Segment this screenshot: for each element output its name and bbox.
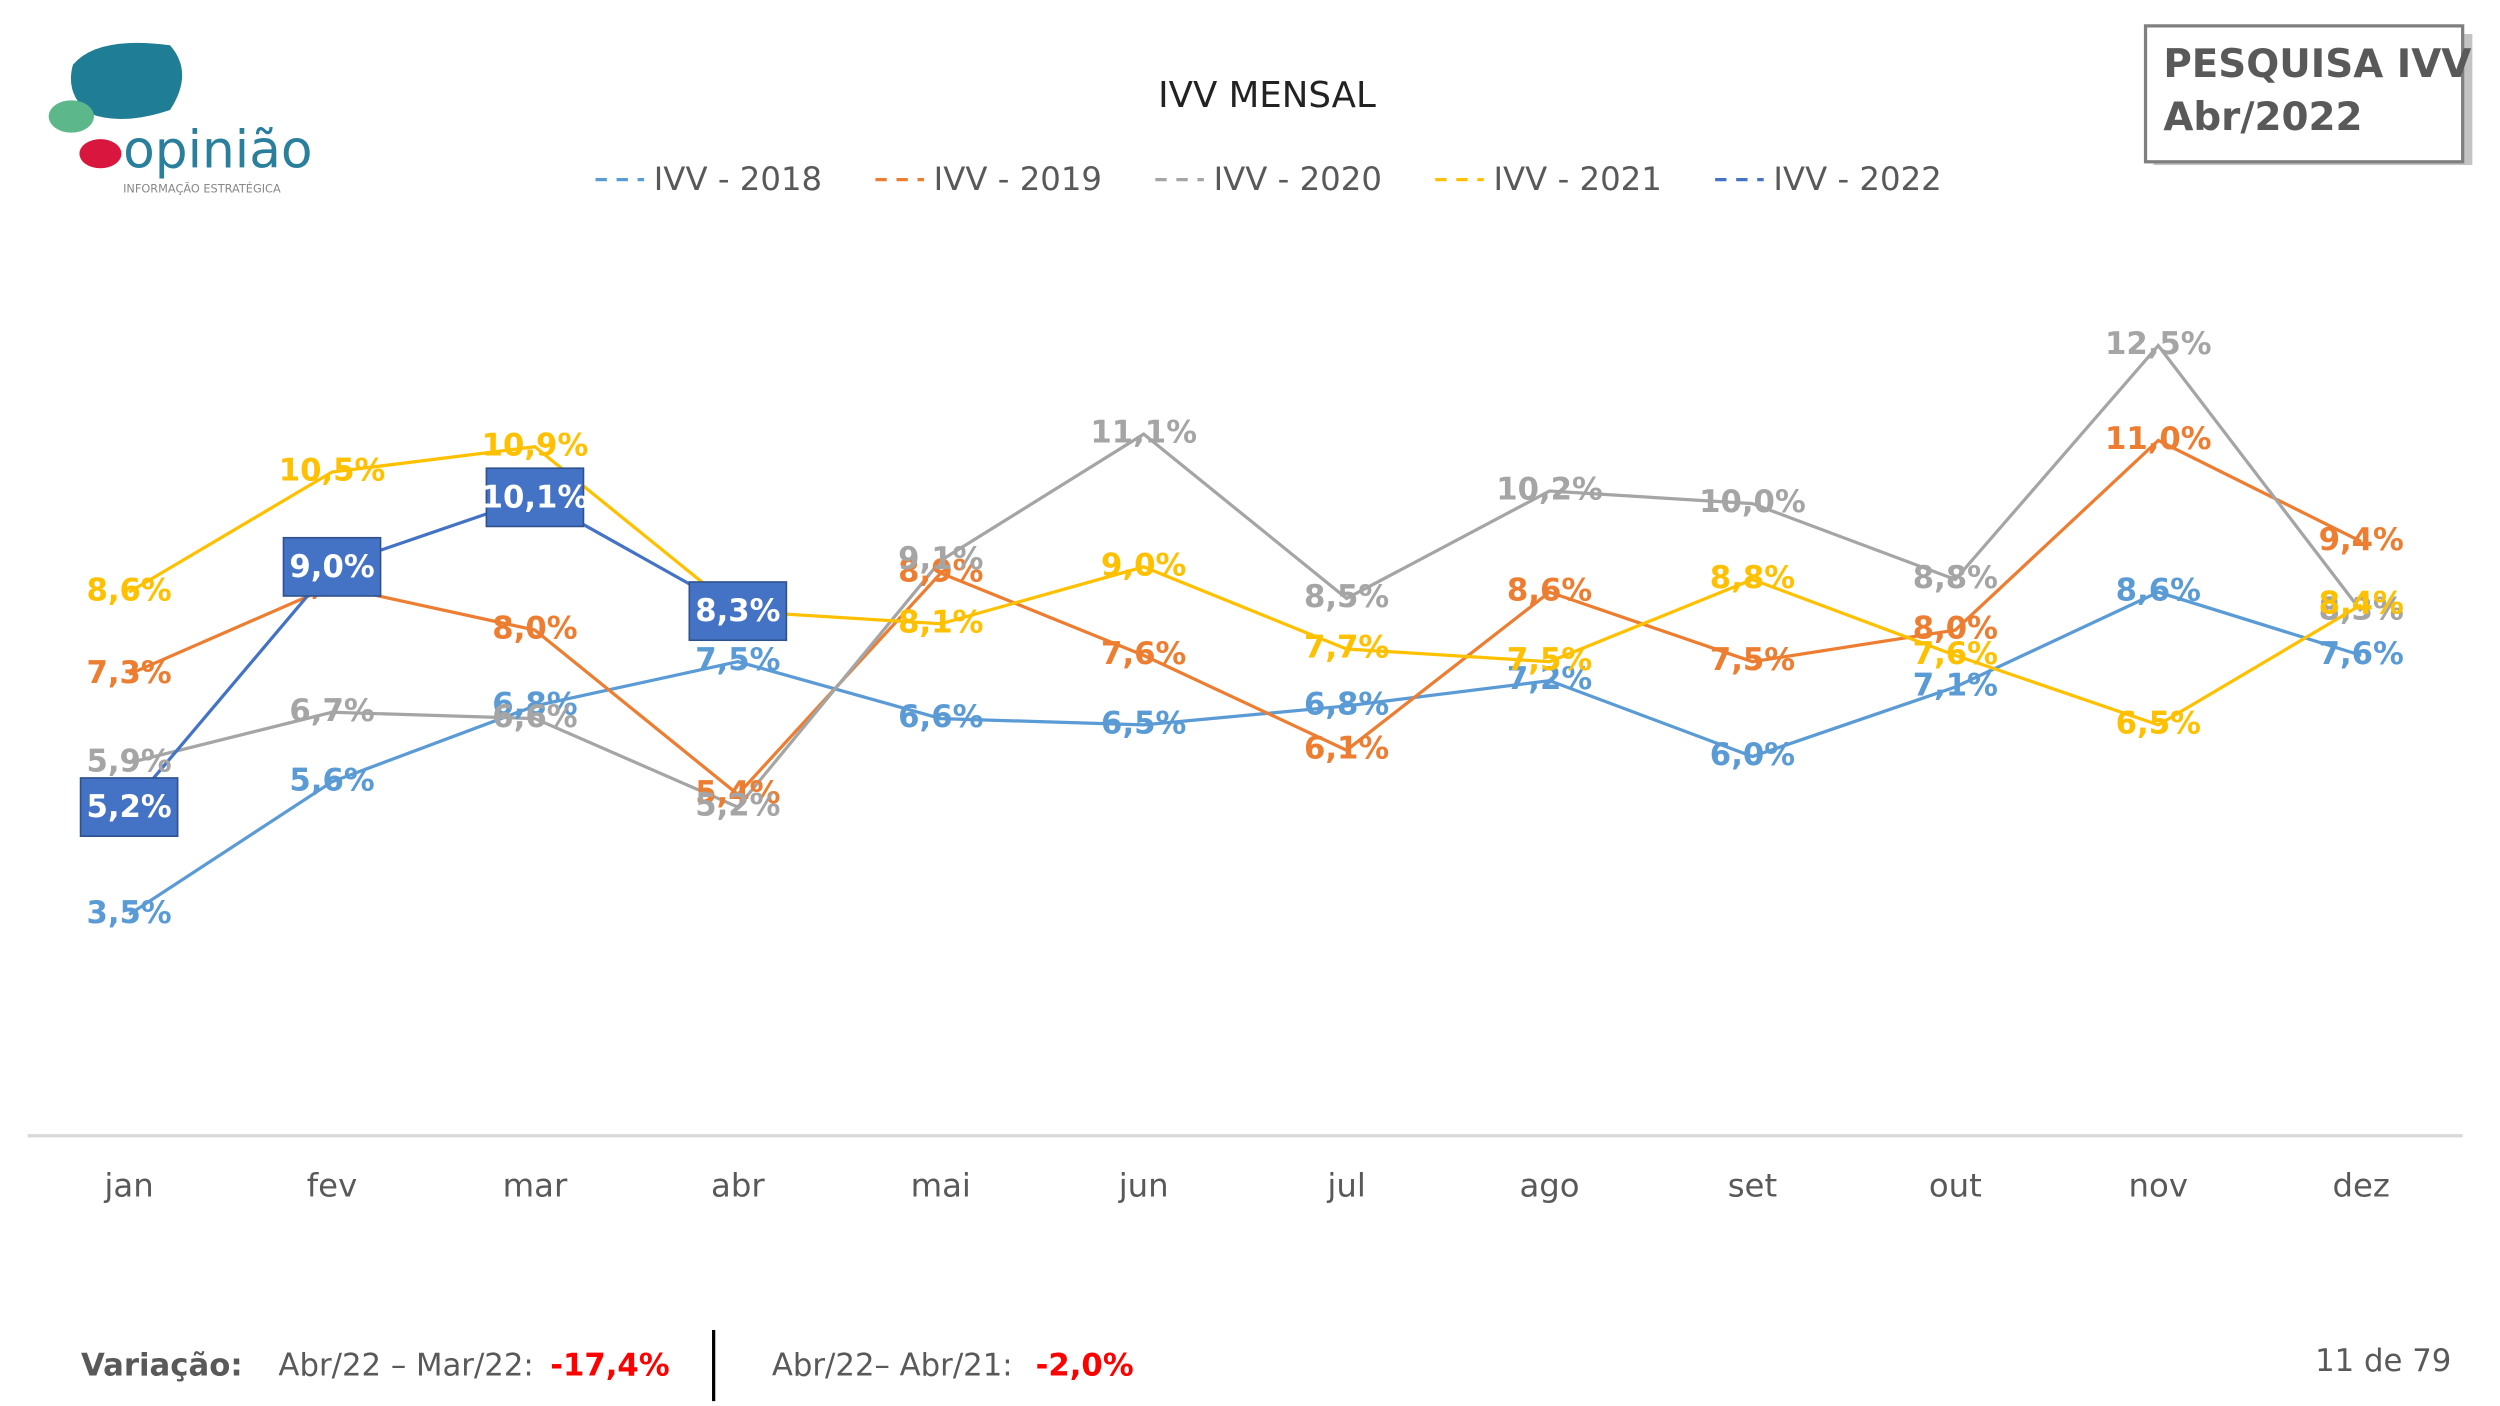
value-label: 7,2% [1507, 661, 1592, 697]
value-label: 8,3% [2319, 592, 2404, 628]
value-label: 6,8% [492, 686, 577, 722]
legend-label: IVV - 2018 [654, 160, 822, 198]
series-line [128, 438, 2362, 797]
value-label: 6,6% [898, 699, 983, 735]
value-label: 7,6% [1913, 636, 1998, 672]
legend-label: IVV - 2022 [1773, 160, 1941, 198]
value-label: 8,0% [492, 611, 577, 647]
value-label: 8,9% [898, 554, 983, 590]
value-label: 5,6% [289, 762, 374, 798]
badge-line: PESQUISA IVV [2163, 42, 2471, 87]
legend-label: IVV - 2019 [934, 160, 1102, 198]
x-tick-label: jan [103, 1167, 153, 1205]
value-label: 10,2% [1496, 472, 1603, 508]
value-label: 6,6% [492, 699, 577, 735]
value-label: 7,5% [695, 642, 780, 678]
value-label: 7,5% [1507, 642, 1592, 678]
logo: opinião INFORMAÇÃO ESTRATÉGICA [48, 42, 313, 195]
value-label: 5,9% [86, 743, 171, 779]
value-label: 10,0% [1699, 484, 1806, 520]
value-label: 10,5% [279, 453, 386, 489]
value-label: 7,1% [1913, 667, 1998, 703]
value-label: 3,5% [86, 895, 171, 931]
value-label: 7,6% [2319, 636, 2404, 672]
legend-label: IVV - 2021 [1494, 160, 1662, 198]
value-label: 9,0% [289, 549, 374, 585]
value-label: 8,3% [695, 593, 780, 629]
series-line [128, 343, 2363, 810]
x-tick-label: mai [911, 1167, 971, 1205]
value-label: 11,1% [1090, 415, 1197, 451]
value-label: 6,7% [289, 693, 374, 729]
value-label: 8,8% [1710, 560, 1795, 596]
value-label: 6,8% [1304, 686, 1389, 722]
x-tick-label: set [1728, 1167, 1777, 1205]
value-label-box [485, 467, 585, 528]
value-label: 6,5% [1101, 705, 1186, 741]
value-label: 8,4% [2319, 585, 2404, 621]
value-label: 8,6% [2116, 573, 2201, 609]
value-label: 10,1% [482, 479, 589, 515]
value-label-box [79, 777, 179, 838]
x-tick-label: mar [503, 1167, 568, 1205]
value-label: 6,0% [1710, 737, 1795, 773]
x-tick-label: out [1929, 1167, 1982, 1205]
x-tick-label: nov [2129, 1167, 2188, 1205]
x-tick-label: dez [2332, 1167, 2389, 1205]
value-label: 10,9% [482, 427, 589, 463]
value-label: 7,3% [86, 655, 171, 691]
value-label: 12,5% [2105, 326, 2212, 362]
logo-tagline: INFORMAÇÃO ESTRATÉGICA [123, 181, 281, 195]
value-label: 8,6% [1507, 573, 1592, 609]
footer-value: -17,4% [550, 1348, 669, 1384]
value-label-box [282, 536, 382, 597]
series-line [128, 445, 2363, 727]
value-label: 6,1% [1304, 731, 1389, 767]
value-label: 8,0% [1913, 611, 1998, 647]
value-label: 8,8% [1913, 560, 1998, 596]
legend-label: IVV - 2020 [1214, 160, 1382, 198]
x-tick-label: jul [1326, 1167, 1365, 1205]
value-label: 7,5% [1710, 642, 1795, 678]
value-label: 8,1% [898, 604, 983, 640]
value-label: 9,0% [1101, 547, 1186, 583]
badge: PESQUISA IVV Abr/2022 [2143, 24, 2473, 166]
x-tick-label: ago [1519, 1167, 1579, 1205]
value-label: 5,2% [695, 788, 780, 824]
chart-title: IVV MENSAL [1158, 75, 1376, 116]
value-label: 5,4% [695, 775, 780, 811]
footer-item: Abr/22 – Mar/22: [278, 1348, 533, 1384]
value-label: 8,6% [86, 573, 171, 609]
value-label-box [688, 581, 788, 642]
footer-label: Variação: [81, 1348, 243, 1384]
x-tick-label: fev [307, 1167, 357, 1205]
value-label: 8,5% [1304, 579, 1389, 615]
value-label: 9,4% [2319, 522, 2404, 558]
value-label: 7,6% [1101, 636, 1186, 672]
value-label: 6,5% [2116, 705, 2201, 741]
value-label: 5,2% [86, 789, 171, 825]
footer-value: -2,0% [1036, 1348, 1134, 1384]
series-line [128, 590, 2362, 916]
footer-item: Abr/22– Abr/21: [772, 1348, 1013, 1384]
badge-line: Abr/2022 [2163, 95, 2362, 140]
value-label: 11,0% [2105, 421, 2212, 457]
value-label: 9,1% [898, 541, 983, 577]
page-number: 11 de 79 [2315, 1343, 2451, 1379]
x-tick-label: abr [711, 1167, 765, 1205]
x-tick-label: jun [1118, 1167, 1169, 1205]
logo-name: opinião [123, 121, 313, 181]
footer: Variação: Abr/22 – Mar/22: -17,4% Abr/22… [81, 1329, 2451, 1402]
value-label: 7,7% [1304, 630, 1389, 666]
series-line [127, 495, 739, 809]
